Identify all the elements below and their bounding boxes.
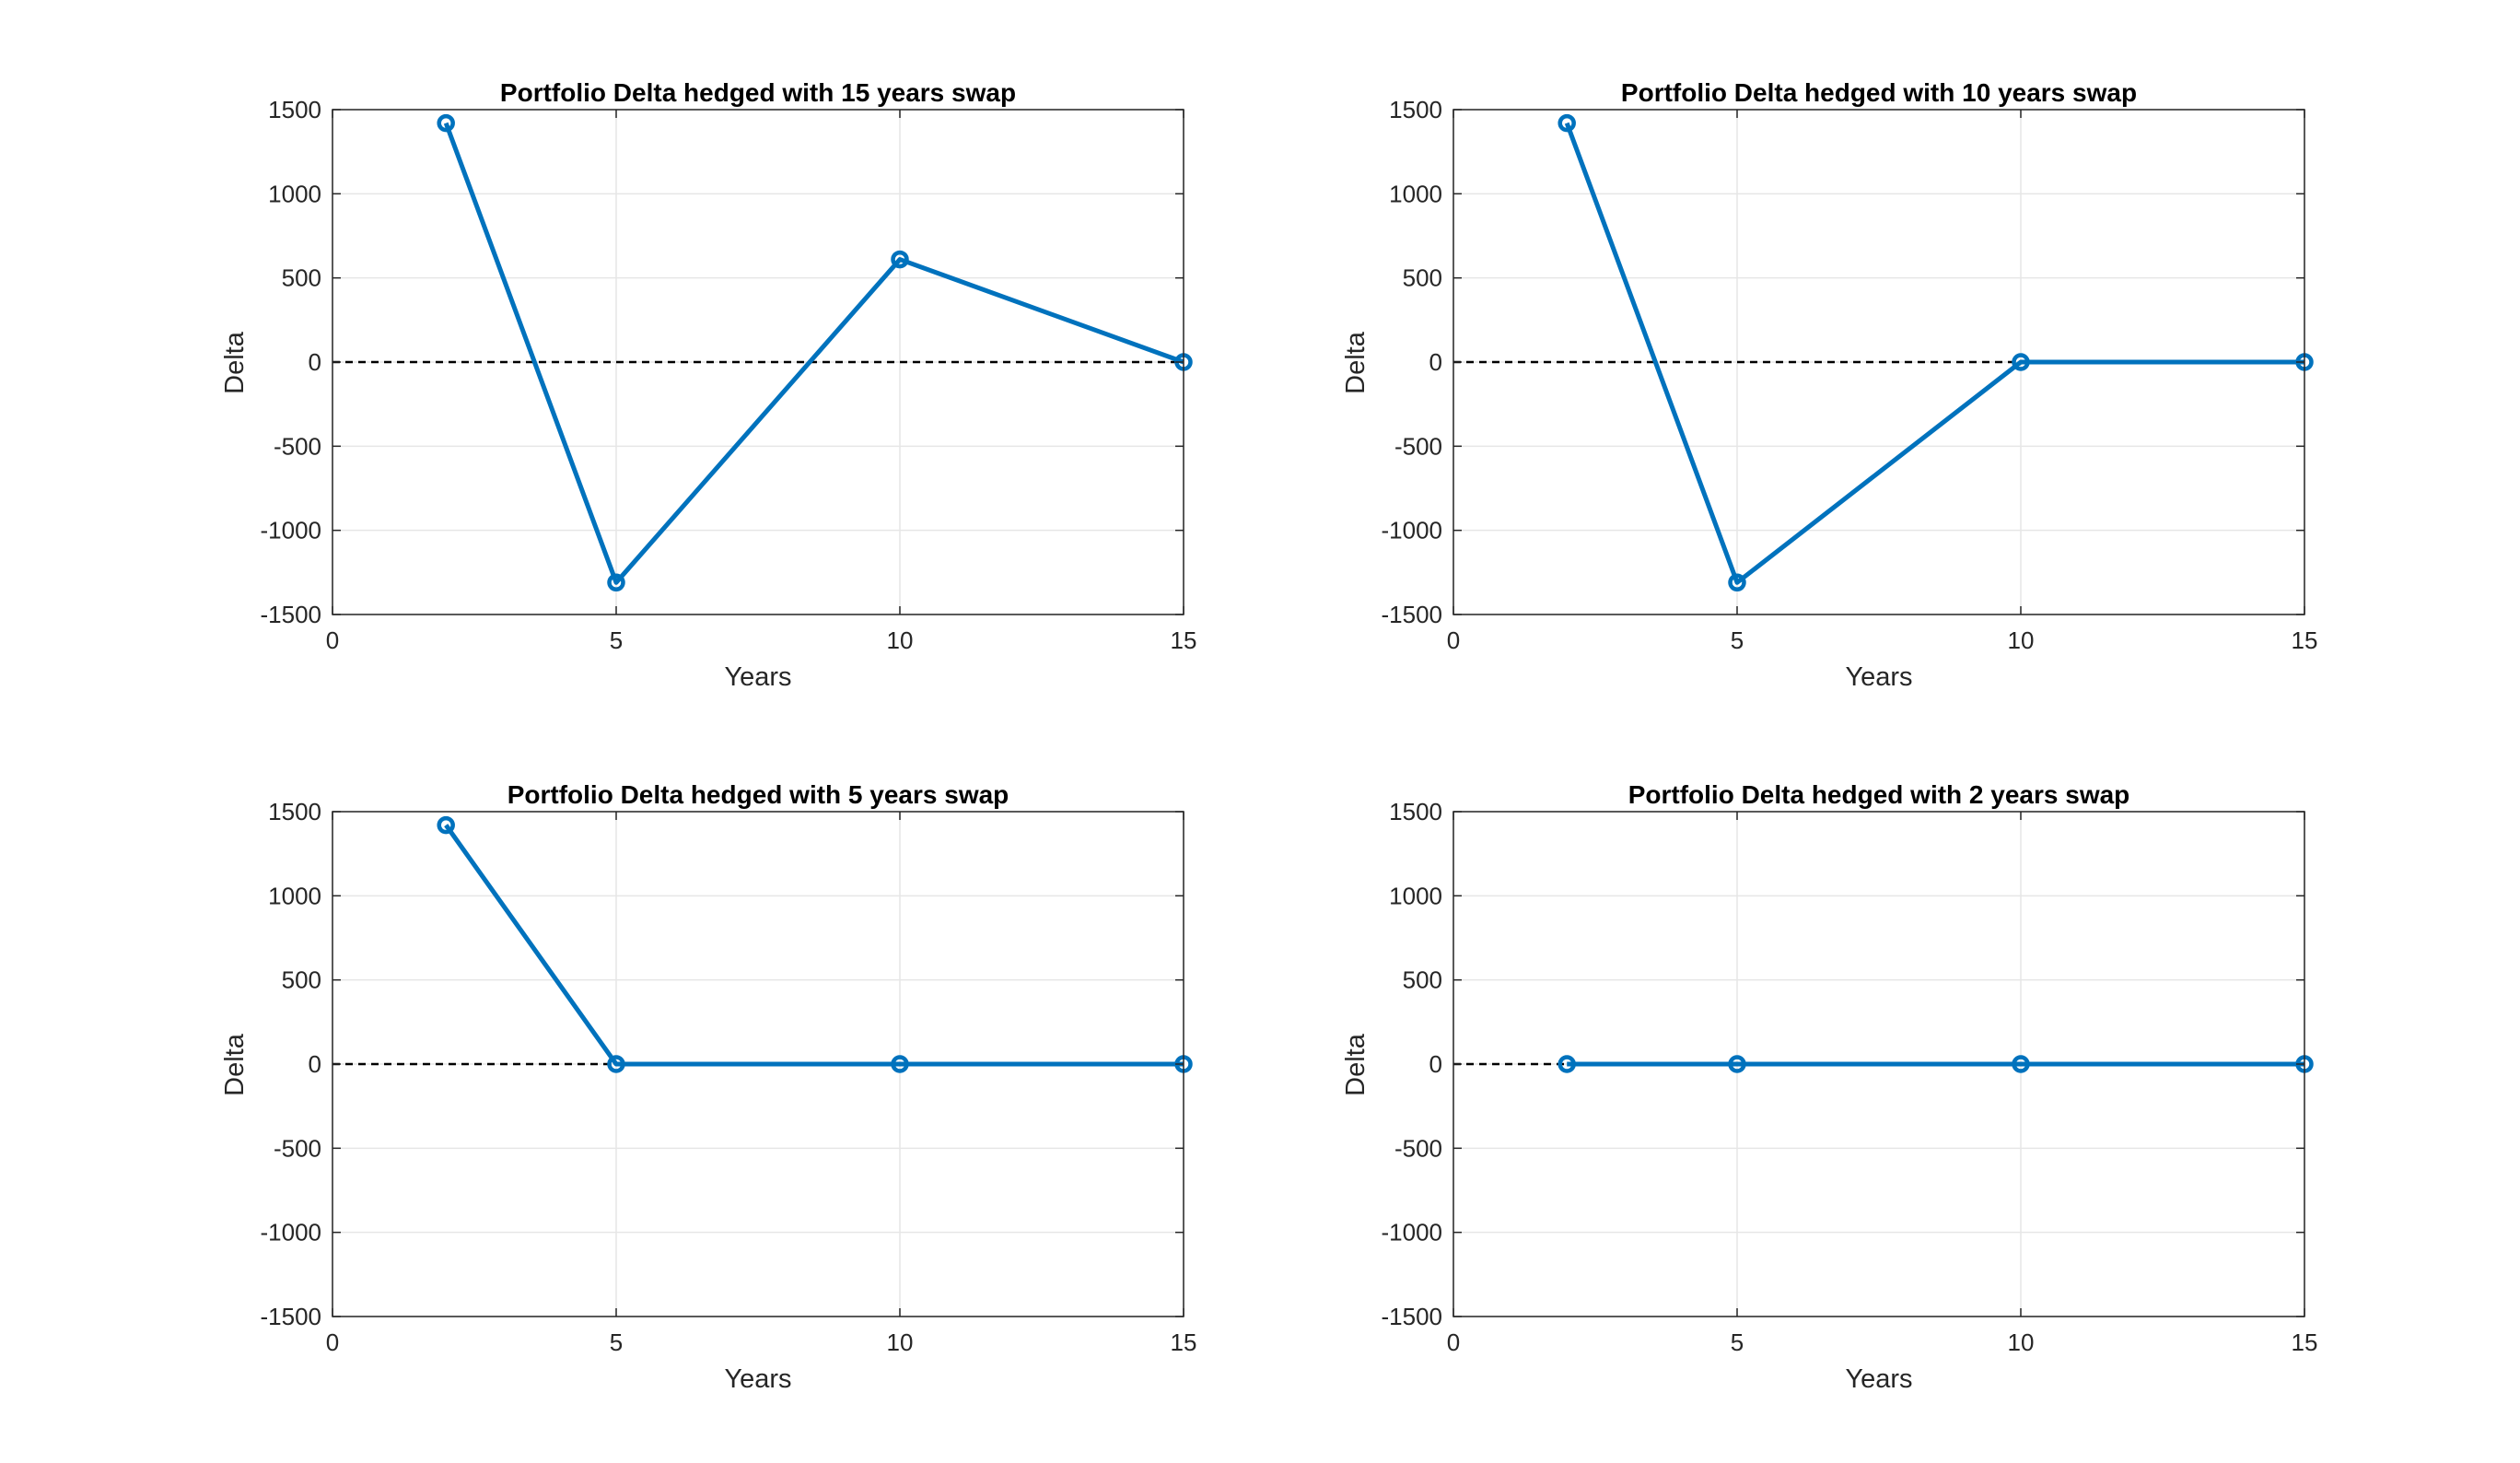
x-tick-label: 0 [326, 626, 339, 654]
subplot-title: Portfolio Delta hedged with 5 years swap [508, 780, 1009, 809]
y-tick-label: 1000 [1389, 882, 1442, 909]
x-tick-label: 15 [2292, 626, 2318, 654]
y-tick-label: 1500 [1389, 96, 1442, 123]
y-tick-label: -1000 [1382, 517, 1443, 544]
series-line [1564, 122, 2304, 585]
y-axis-label: Delta [220, 331, 250, 394]
x-axis-label: Years [1845, 1364, 1912, 1394]
data-point-marker [1558, 1055, 1576, 1073]
subplot-title: Portfolio Delta hedged with 15 years swa… [500, 78, 1016, 107]
y-tick-label: -1500 [1382, 1303, 1443, 1330]
x-tick-label: 10 [2008, 626, 2035, 654]
data-point-marker [1728, 1055, 1746, 1073]
data-point-marker [1728, 573, 1746, 592]
subplot-title: Portfolio Delta hedged with 2 years swap [1628, 780, 2130, 809]
y-tick-label: 500 [1403, 264, 1442, 292]
x-axis-label: Years [1845, 662, 1912, 692]
y-tick-label: -1500 [261, 601, 322, 628]
subplot-3: Portfolio Delta hedged with 5 years swap… [220, 780, 1196, 1394]
y-tick-label: 1000 [268, 882, 321, 909]
y-tick-label: -1000 [1382, 1219, 1443, 1246]
x-tick-label: 15 [1171, 1328, 1197, 1356]
y-tick-label: -1000 [261, 1219, 322, 1246]
plot-area: 0 5 10 15 1500 1000 500 0 -500 -1000 -1500 [1382, 798, 2318, 1356]
y-tick-label: 500 [282, 264, 321, 292]
data-point-marker [1558, 113, 1576, 133]
subplot-2: Portfolio Delta hedged with 10 years swa… [1341, 78, 2317, 692]
y-tick-label: -500 [274, 432, 321, 460]
series-line [443, 122, 1184, 585]
x-tick-label: 5 [1731, 626, 1744, 654]
x-tick-label: 15 [2292, 1328, 2318, 1356]
data-point-marker [437, 815, 455, 835]
x-tick-label: 0 [326, 1328, 339, 1356]
y-tick-label: 500 [1403, 966, 1442, 994]
x-tick-label: 0 [1447, 1328, 1460, 1356]
x-tick-label: 5 [1731, 1328, 1744, 1356]
x-tick-label: 5 [610, 1328, 623, 1356]
subplot-4: Portfolio Delta hedged with 2 years swap… [1341, 780, 2317, 1394]
y-tick-label: 0 [309, 348, 321, 376]
subplot-title: Portfolio Delta hedged with 10 years swa… [1621, 78, 2137, 107]
x-tick-label: 15 [1171, 626, 1197, 654]
plot-area: 0 5 10 15 1500 1000 500 0 -500 -1000 -1500 [1382, 96, 2318, 654]
data-point-marker [2012, 1055, 2030, 1073]
y-tick-label: 0 [1429, 1050, 1442, 1078]
data-point-marker [607, 1055, 625, 1073]
y-tick-label: 1500 [268, 96, 321, 123]
y-tick-label: -500 [274, 1134, 321, 1162]
plot-area: 0 5 10 15 1500 1000 500 0 -500 -1000 -1500 [261, 798, 1197, 1356]
x-tick-label: 0 [1447, 626, 1460, 654]
y-tick-label: 0 [1429, 348, 1442, 376]
y-tick-label: -1500 [261, 1303, 322, 1330]
data-point-marker [607, 573, 625, 592]
x-tick-label: 10 [887, 1328, 914, 1356]
y-axis-label: Delta [1341, 331, 1371, 394]
data-point-marker [437, 113, 455, 133]
y-tick-label: 1000 [1389, 180, 1442, 207]
y-tick-label: 1500 [1389, 798, 1442, 825]
y-tick-label: -1500 [1382, 601, 1443, 628]
data-point-marker [2012, 353, 2030, 371]
y-tick-label: -500 [1394, 1134, 1442, 1162]
data-point-marker [891, 250, 909, 269]
subplot-1: Portfolio Delta hedged with 15 years swa… [220, 78, 1196, 692]
y-axis-label: Delta [1341, 1033, 1371, 1096]
y-tick-label: -1000 [261, 517, 322, 544]
x-axis-label: Years [724, 1364, 791, 1394]
y-tick-label: -500 [1394, 432, 1442, 460]
x-axis-label: Years [724, 662, 791, 692]
data-point-marker [891, 1055, 909, 1073]
x-tick-label: 10 [2008, 1328, 2035, 1356]
y-axis-label: Delta [220, 1033, 250, 1096]
series-line [444, 824, 1184, 1067]
y-tick-label: 0 [309, 1050, 321, 1078]
y-tick-label: 500 [282, 966, 321, 994]
y-tick-label: 1000 [268, 180, 321, 207]
x-tick-label: 10 [887, 626, 914, 654]
plot-area: 0 5 10 15 1500 1000 500 0 -500 -1000 -1500 [261, 96, 1197, 654]
y-tick-label: 1500 [268, 798, 321, 825]
x-tick-label: 5 [610, 626, 623, 654]
